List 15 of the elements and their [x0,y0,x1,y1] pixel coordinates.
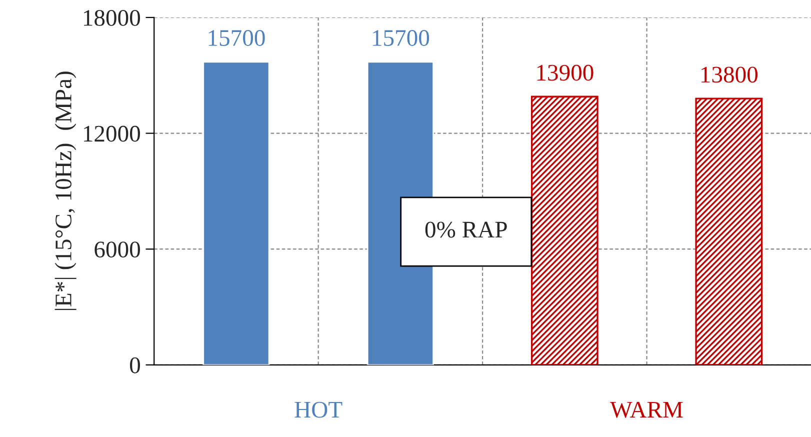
y-tick-label: 18000 [84,10,140,26]
y-tick-label: 6000 [94,242,140,258]
annotation: 0% RAP [425,222,507,238]
bar [202,61,270,365]
data-label: 13800 [701,66,758,83]
series-label: WARM [610,402,683,418]
y-axis-title: |E*| (15°C, 10Hz) (MPa) [54,72,76,310]
data-label: 13900 [537,64,594,81]
y-tick-label: 0 [130,357,140,374]
bar [530,96,598,365]
data-label: 15700 [372,30,430,46]
series-label: HOT [294,402,342,418]
bar [695,98,763,365]
data-label: 15700 [208,30,265,46]
y-tick-label: 12000 [84,126,140,142]
